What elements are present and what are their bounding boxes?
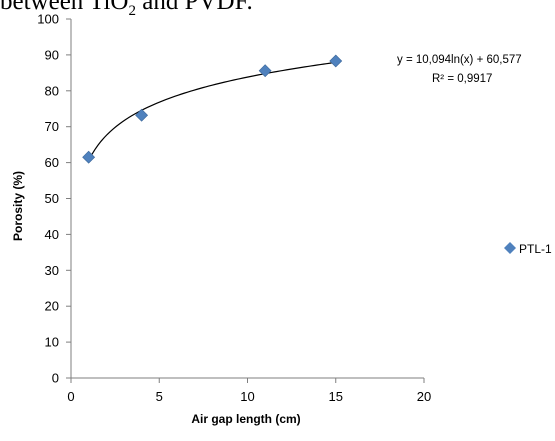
y-tick-label: 70 — [45, 119, 59, 134]
data-points — [82, 54, 343, 164]
y-axis-title: Porosity (%) — [11, 171, 25, 241]
caption-text: between TiO2 and PVDF. — [0, 0, 253, 20]
x-tick-label: 20 — [417, 389, 431, 404]
y-axis-ticks: 0 10 20 30 40 50 60 70 80 90 100 — [37, 12, 71, 386]
y-tick-label: 90 — [45, 47, 59, 62]
y-tick-label: 30 — [45, 263, 59, 278]
data-point — [329, 54, 343, 68]
y-tick-label: 100 — [37, 12, 59, 27]
legend-diamond-icon — [504, 242, 516, 254]
x-tick-label: 10 — [240, 389, 254, 404]
data-point — [258, 64, 272, 78]
x-tick-label: 0 — [67, 389, 74, 404]
caption-prefix: between TiO — [0, 0, 129, 15]
x-tick-label: 15 — [329, 389, 343, 404]
caption-subscript: 2 — [128, 3, 136, 19]
trendline-r2: R² = 0,9917 — [432, 73, 492, 85]
y-tick-label: 20 — [45, 299, 59, 314]
y-tick-label: 50 — [45, 191, 59, 206]
y-tick-label: 80 — [45, 83, 59, 98]
trendline-equation: y = 10,094ln(x) + 60,577 — [397, 54, 522, 66]
data-point — [82, 150, 96, 164]
data-point — [135, 108, 149, 122]
y-tick-label: 60 — [45, 155, 59, 170]
caption-suffix: and PVDF. — [135, 0, 253, 15]
y-tick-label: 0 — [52, 371, 59, 386]
x-axis-ticks: 0 5 10 15 20 — [67, 378, 431, 404]
trendline-curve — [88, 61, 336, 161]
y-tick-label: 10 — [45, 335, 59, 350]
x-axis-title: Air gap length (cm) — [191, 412, 300, 426]
legend: PTL-1 — [504, 242, 552, 256]
legend-label: PTL-1 — [519, 242, 552, 256]
y-tick-label: 40 — [45, 227, 59, 242]
x-tick-label: 5 — [156, 389, 163, 404]
